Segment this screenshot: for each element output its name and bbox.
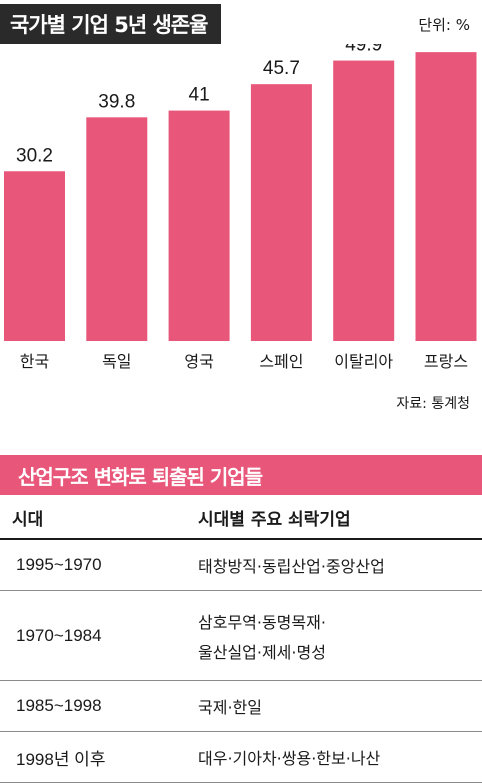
value-label: 51.4 xyxy=(428,44,465,47)
bar-영국 xyxy=(168,110,230,341)
bar-스페인 xyxy=(250,84,312,341)
category-label: 한국 xyxy=(20,352,49,371)
period-cell: 1995~1970 xyxy=(0,539,190,591)
companies-cell: 국제·한일 xyxy=(190,680,482,732)
bar-이탈리아 xyxy=(333,60,395,341)
section-title: 산업구조 변화로 퇴출된 기업들 xyxy=(0,455,482,495)
category-label: 이탈리아 xyxy=(334,352,393,371)
companies-cell: 삼호무역·동명목재· 울산실업·제세·명성 xyxy=(190,590,482,681)
table-row: 1998년 이후 대우·기아차·쌍용·한보·나산 xyxy=(0,731,482,783)
bar-독일 xyxy=(86,117,148,341)
category-label: 영국 xyxy=(184,352,213,371)
bar-프랑스 xyxy=(415,52,477,342)
companies-line: 국제·한일 xyxy=(198,698,262,717)
companies-cell: 태창방직·동립산업·중앙산업 xyxy=(190,539,482,591)
companies-cell: 대우·기아차·쌍용·한보·나산 xyxy=(190,731,482,783)
bar-한국 xyxy=(4,171,65,341)
value-label: 49.9 xyxy=(345,44,382,56)
table-row: 1970~1984 삼호무역·동명목재· 울산실업·제세·명성 xyxy=(0,590,482,681)
period-cell: 1970~1984 xyxy=(0,590,190,681)
chart-header: 국가별 기업 5년 생존율 단위: % xyxy=(0,4,482,44)
companies-line: 태창방직·동립산업·중앙산업 xyxy=(198,557,385,576)
declined-companies-table: 시대 시대별 주요 쇠락기업 1995~1970 태창방직·동립산업·중앙산업 … xyxy=(0,497,482,783)
source-note: 자료: 통계청 xyxy=(396,396,470,412)
unit-label: 단위: % xyxy=(418,15,470,34)
value-label: 30.2 xyxy=(16,145,53,166)
period-cell: 1998년 이후 xyxy=(0,731,190,783)
table-row: 1985~1998 국제·한일 xyxy=(0,680,482,732)
value-label: 45.7 xyxy=(263,58,300,79)
value-label: 41 xyxy=(189,85,210,106)
companies-line: 대우·기아차·쌍용·한보·나산 xyxy=(198,749,381,768)
category-label: 프랑스 xyxy=(424,352,468,371)
category-label: 스페인 xyxy=(259,352,303,371)
bar-chart: 30.2 한국 39.8 독일 41 영국 45.7 스페인 49.9 이탈리아 51.4 프랑스 xyxy=(4,44,477,371)
companies-line: 삼호무역·동명목재· xyxy=(198,612,326,632)
chart-title: 국가별 기업 5년 생존율 xyxy=(0,4,222,44)
period-cell: 1985~1998 xyxy=(0,680,190,732)
header-companies: 시대별 주요 쇠락기업 xyxy=(190,497,482,540)
header-period: 시대 xyxy=(0,497,190,540)
category-label: 독일 xyxy=(102,352,131,371)
table-row: 1995~1970 태창방직·동립산업·중앙산업 xyxy=(0,539,482,591)
companies-line: 울산실업·제세·명성 xyxy=(198,642,326,662)
value-label: 39.8 xyxy=(98,91,135,112)
table-header-row: 시대 시대별 주요 쇠락기업 xyxy=(0,497,482,540)
